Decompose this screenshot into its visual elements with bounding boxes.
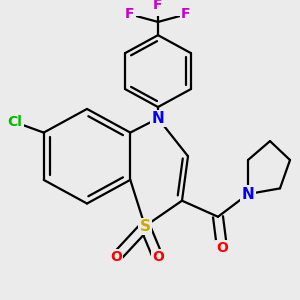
Text: N: N (152, 111, 164, 126)
Text: O: O (110, 250, 122, 264)
Text: N: N (242, 187, 254, 202)
Text: S: S (140, 219, 151, 234)
Text: O: O (152, 250, 164, 264)
Text: F: F (125, 7, 135, 21)
Text: O: O (216, 241, 228, 255)
Text: Cl: Cl (8, 115, 22, 129)
Text: F: F (181, 7, 191, 21)
Text: F: F (153, 0, 163, 12)
